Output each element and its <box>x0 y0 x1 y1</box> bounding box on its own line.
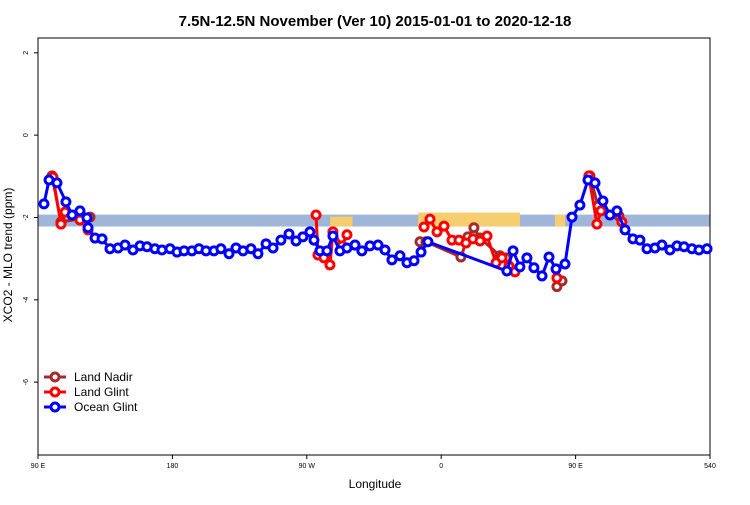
data-point <box>297 231 309 243</box>
data-point <box>327 230 339 242</box>
data-point <box>66 209 78 221</box>
data-point <box>96 233 108 245</box>
x-tick-label: 540 <box>704 463 716 470</box>
data-point <box>415 246 427 258</box>
data-point <box>267 242 279 254</box>
data-point <box>634 234 646 246</box>
x-tick-label: 90 E <box>31 463 46 470</box>
data-point <box>591 218 603 230</box>
chart-title: 7.5N-12.5N November (Ver 10) 2015-01-01 … <box>179 13 572 30</box>
data-point <box>304 226 316 238</box>
data-point <box>372 239 384 251</box>
data-point <box>481 230 493 242</box>
data-point <box>424 213 436 225</box>
data-point <box>341 229 353 241</box>
data-point <box>310 209 322 221</box>
data-point <box>283 228 295 240</box>
data-point <box>536 270 548 282</box>
y-tick-label: -4 <box>23 297 30 303</box>
data-point <box>574 199 586 211</box>
y-axis-label: XCO2 - MLO trend (ppm) <box>1 188 15 323</box>
data-point <box>559 258 571 270</box>
data-point <box>55 218 67 230</box>
data-point <box>324 259 336 271</box>
data-point <box>252 248 264 260</box>
data-point <box>656 239 668 251</box>
data-point <box>589 177 601 189</box>
data-point <box>543 251 555 263</box>
data-point <box>82 222 94 234</box>
data-point <box>38 198 50 210</box>
x-tick-label: 0 <box>439 463 443 470</box>
data-point <box>514 261 526 273</box>
data-point <box>566 211 578 223</box>
data-point <box>275 234 287 246</box>
y-tick-label: 0 <box>23 133 30 137</box>
data-point <box>521 252 533 264</box>
legend-label: Land Nadir <box>74 370 133 384</box>
data-point <box>379 244 391 256</box>
x-tick-label: 90 E <box>568 463 583 470</box>
series-line <box>42 178 708 279</box>
legend-label: Land Glint <box>74 385 129 399</box>
land-patch <box>554 214 566 227</box>
legend-label: Ocean Glint <box>74 400 138 414</box>
legend-marker <box>49 371 61 383</box>
data-point <box>431 226 443 238</box>
data-point <box>496 252 508 264</box>
x-tick-label: 180 <box>167 463 179 470</box>
data-point <box>595 205 607 217</box>
y-tick-label: 2 <box>23 51 30 55</box>
x-tick-label: 90 W <box>299 463 316 470</box>
reference-band <box>38 214 710 227</box>
data-point <box>501 265 513 277</box>
legend-marker <box>49 401 61 413</box>
data-point <box>474 235 486 247</box>
data-point <box>356 245 368 257</box>
data-point <box>119 239 131 251</box>
data-point <box>550 263 562 275</box>
data-point <box>408 255 420 267</box>
land-patch <box>330 216 353 227</box>
data-point <box>468 222 480 234</box>
data-point <box>619 224 631 236</box>
data-point <box>507 245 519 257</box>
data-point <box>528 262 540 274</box>
legend-marker <box>49 386 61 398</box>
y-tick-label: -2 <box>23 214 30 220</box>
data-point <box>74 205 86 217</box>
data-point <box>438 220 450 232</box>
data-point <box>308 234 320 246</box>
data-point <box>386 254 398 266</box>
data-point <box>394 250 406 262</box>
x-axis-label: Longitude <box>349 477 402 491</box>
y-tick-label: -6 <box>23 379 30 385</box>
data-point <box>551 272 563 284</box>
data-point <box>60 196 72 208</box>
data-point <box>51 177 63 189</box>
data-point <box>701 243 713 255</box>
data-point <box>223 248 235 260</box>
data-point <box>81 212 93 224</box>
data-point <box>215 243 227 255</box>
data-point <box>422 236 434 248</box>
data-point <box>321 245 333 257</box>
data-point <box>611 205 623 217</box>
data-point <box>349 239 361 251</box>
data-point <box>245 243 257 255</box>
data-point <box>418 221 430 233</box>
data-point <box>597 195 609 207</box>
